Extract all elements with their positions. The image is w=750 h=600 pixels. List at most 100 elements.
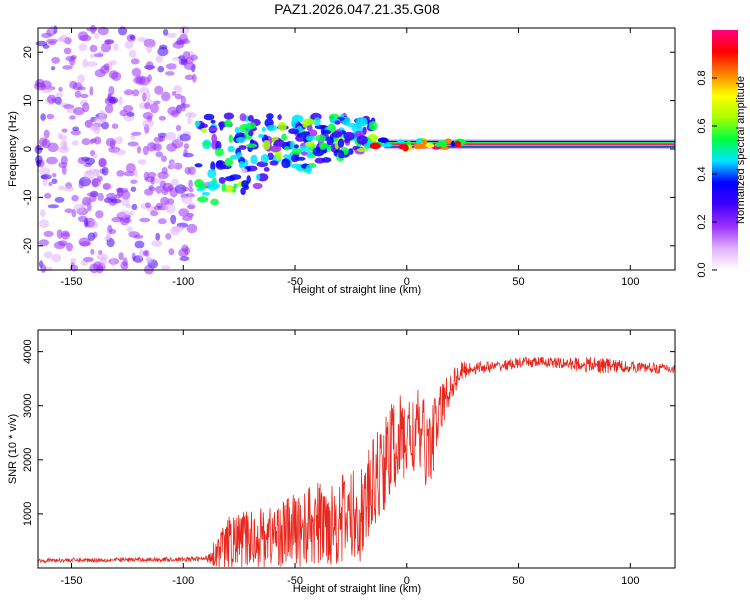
noise-blob (129, 35, 135, 40)
noise-blob (61, 128, 68, 133)
noise-blob (94, 33, 100, 39)
noise-blob (160, 196, 170, 206)
spectrogram-x-tick-label: 50 (512, 276, 524, 288)
noise-blob (93, 127, 101, 135)
noise-blob (110, 198, 122, 204)
scattered-signal-blob (320, 129, 332, 135)
scattered-signal-blob (315, 134, 326, 142)
noise-blob (186, 204, 196, 210)
noise-blob (47, 40, 57, 46)
scattered-signal-blob (248, 130, 254, 137)
noise-blob (86, 61, 98, 67)
noise-blob (187, 116, 192, 125)
scattered-signal-blob (194, 163, 203, 168)
noise-blob (184, 62, 196, 70)
scattered-signal-blob (234, 126, 240, 134)
noise-blob (51, 178, 58, 184)
noise-blob (129, 210, 135, 216)
scattered-signal-blob (227, 145, 235, 153)
scattered-signal-blob (260, 154, 269, 163)
noise-blob (47, 94, 57, 104)
noise-blob (167, 106, 178, 116)
noise-blob (172, 225, 185, 232)
scattered-signal-blob (262, 140, 271, 150)
noise-blob (173, 162, 183, 170)
scattered-signal-blob (275, 150, 282, 161)
carrier-blob (415, 138, 424, 144)
noise-blob (133, 169, 138, 178)
colorbar-ticks: 0.0 0.2 0.4 0.6 0.8 (696, 70, 717, 278)
noise-blob (136, 146, 142, 154)
noise-blob (147, 74, 152, 83)
noise-blob (63, 47, 72, 55)
noise-blob (144, 188, 154, 196)
noise-blob (81, 138, 91, 146)
noise-blob (155, 151, 163, 158)
noise-blob (99, 256, 107, 267)
noise-blob (79, 241, 91, 247)
noise-blob (95, 169, 101, 177)
noise-blob (169, 187, 179, 198)
noise-blob (58, 86, 63, 92)
scattered-signal-blob (215, 160, 223, 168)
noise-blob (131, 67, 142, 77)
noise-blob (93, 136, 102, 145)
snr-y-tick-label: 1000 (22, 502, 34, 526)
scattered-signal-blob (246, 143, 258, 148)
noise-blob (55, 92, 64, 98)
colorbar-gradient (712, 30, 738, 270)
noise-blob (100, 65, 110, 74)
scattered-signal-blob (249, 139, 255, 144)
noise-blob (157, 132, 167, 138)
noise-blob (111, 123, 119, 129)
noise-blob (105, 137, 117, 147)
noise-blob (155, 185, 162, 194)
noise-blob (150, 210, 159, 217)
noise-blob (155, 232, 161, 241)
scattered-signal-blob (331, 131, 343, 138)
noise-blob (106, 231, 111, 241)
scattered-signal-blob (258, 133, 264, 139)
noise-blob (181, 38, 190, 45)
noise-blob (186, 223, 198, 234)
noise-blob (96, 265, 104, 274)
noise-blob (54, 196, 65, 203)
noise-blob (35, 40, 48, 47)
noise-blob (120, 261, 129, 270)
scattered-signal-blob (246, 122, 256, 130)
scattered-signal-blob (301, 151, 308, 156)
scattered-signal-blob (197, 196, 209, 203)
spectrogram-x-tick-label: -100 (172, 276, 194, 288)
noise-blob (165, 233, 172, 240)
noise-blob (160, 155, 167, 162)
colorbar: 0.0 0.2 0.4 0.6 0.8 Normalized spectral ampl… (696, 30, 747, 278)
carrier-blob (422, 139, 427, 145)
scattered-signal-blob (299, 145, 310, 152)
noise-blob (171, 91, 177, 96)
noise-blob (53, 241, 66, 250)
snr-series-line (37, 356, 676, 567)
noise-blob (127, 141, 139, 147)
noise-blob (40, 209, 46, 218)
noise-blob (162, 28, 169, 36)
colorbar-tick-label: 0.4 (696, 166, 708, 181)
noise-blob (58, 185, 65, 191)
noise-blob (153, 178, 163, 184)
noise-blob (121, 199, 130, 207)
noise-blob (124, 40, 134, 49)
noise-blob (165, 63, 177, 70)
noise-blob (161, 186, 169, 195)
noise-blob (104, 39, 112, 45)
noise-blob (98, 250, 103, 255)
noise-blob (97, 26, 109, 36)
snr-y-ticks: 1000 2000 3000 4000 (22, 339, 675, 526)
scattered-signal-blob (266, 113, 274, 120)
noise-blob (71, 194, 79, 202)
noise-blob (128, 49, 137, 59)
noise-blob (115, 136, 123, 144)
noise-blob (89, 44, 98, 53)
noise-blob (171, 178, 179, 186)
scattered-signal-blob (211, 133, 218, 144)
carrier-band-layer (384, 143, 675, 145)
